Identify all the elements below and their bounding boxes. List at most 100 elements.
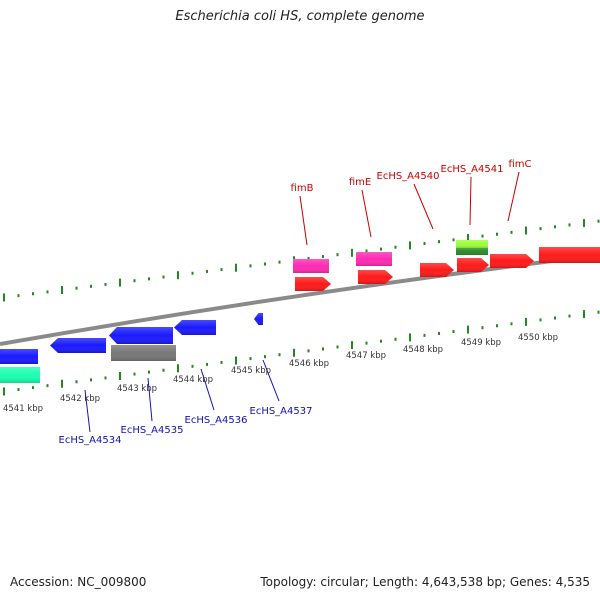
inner-tick — [249, 357, 252, 361]
inner-tick — [336, 345, 339, 349]
inner-tick — [307, 349, 310, 353]
inner-tick — [554, 316, 556, 320]
inner-tick — [452, 330, 455, 334]
kbp-label: 4550 kbp — [518, 333, 558, 343]
outer-tick — [177, 271, 179, 280]
reverse-gene[interactable] — [0, 349, 38, 364]
outer-tick — [249, 264, 252, 268]
inner-tick — [104, 376, 107, 380]
inner-tick — [583, 310, 585, 319]
feature-label-top: fimC — [508, 159, 531, 170]
feature-label-top: EcHS_A4540 — [377, 171, 440, 182]
outer-tick — [278, 260, 281, 264]
inner-tick — [90, 378, 92, 382]
outer-tick — [438, 240, 440, 244]
outer-tick — [90, 284, 92, 288]
feature-label-bottom: EcHS_A4535 — [121, 425, 184, 436]
inner-tick — [510, 322, 513, 326]
feature-label-top: fimB — [291, 183, 314, 194]
outer-tick — [539, 227, 542, 231]
inner-tick — [322, 347, 324, 351]
inner-tick — [235, 356, 237, 365]
fimC-gene[interactable] — [490, 254, 534, 268]
fimD-gene[interactable] — [539, 247, 600, 263]
inner-tick — [264, 355, 266, 359]
inner-tick — [206, 362, 208, 366]
kbp-label: 4547 kbp — [346, 351, 386, 361]
outer-tick — [554, 225, 556, 229]
kbp-label: 4543 kbp — [117, 384, 157, 394]
EcHS_A4535-gene[interactable] — [109, 327, 173, 344]
outer-tick — [119, 278, 121, 287]
outer-tick — [235, 263, 237, 272]
outer-tick — [61, 286, 63, 295]
teal-gene[interactable] — [0, 367, 40, 383]
inner-tick — [46, 384, 49, 388]
outer-tick — [17, 294, 20, 298]
outer-tick — [568, 223, 571, 227]
outer-tick — [133, 279, 136, 283]
kbp-label: 4546 kbp — [289, 359, 329, 369]
outer-tick — [394, 245, 397, 249]
fimB-gene[interactable] — [293, 259, 329, 273]
feature-label-bottom: EcHS_A4536 — [185, 415, 248, 426]
inner-tick — [278, 353, 281, 357]
gray-gene[interactable] — [111, 345, 176, 361]
outer-tick — [597, 219, 600, 223]
outer-tick — [351, 248, 353, 257]
feature-label-bottom: EcHS_A4537 — [250, 406, 313, 417]
inner-tick — [177, 364, 179, 373]
outer-tick — [452, 238, 455, 242]
inner-tick — [438, 331, 440, 335]
outer-tick — [510, 230, 513, 234]
accession-text: Accession: NC_009800 — [10, 575, 147, 589]
forward-gene[interactable] — [457, 258, 489, 272]
outer-tick — [380, 247, 382, 251]
inner-tick — [191, 364, 194, 368]
EcHS_A4541-gene-b[interactable] — [456, 248, 488, 255]
outer-tick — [162, 275, 165, 279]
outer-tick — [423, 242, 426, 246]
EcHS_A4536-gene[interactable] — [174, 320, 216, 335]
forward-gene[interactable] — [358, 270, 393, 284]
genome-summary: Topology: circular; Length: 4,643,538 bp… — [260, 575, 590, 589]
inner-tick — [220, 360, 223, 364]
EcHS_A4541-gene[interactable] — [456, 240, 488, 248]
feature-label-top: EcHS_A4541 — [441, 164, 504, 175]
inner-tick — [162, 368, 165, 372]
inner-tick — [17, 388, 20, 392]
fimE-gene[interactable] — [356, 252, 392, 266]
outer-tick — [409, 241, 411, 250]
outer-tick — [32, 292, 34, 296]
kbp-label: 4544 kbp — [173, 375, 213, 385]
inner-tick — [481, 326, 484, 330]
inner-tick — [293, 348, 295, 357]
outer-tick — [365, 249, 368, 253]
EcHS_A4537-gene[interactable] — [254, 313, 263, 325]
outer-tick — [264, 262, 266, 266]
outer-tick — [220, 268, 223, 272]
outer-tick — [583, 219, 585, 228]
inner-tick — [119, 372, 121, 380]
outer-tick — [336, 253, 339, 257]
inner-tick — [568, 314, 571, 318]
feature-label-top: fimE — [349, 177, 371, 188]
outer-tick — [206, 269, 208, 273]
inner-tick — [409, 333, 411, 342]
outer-tick — [496, 232, 498, 236]
inner-tick — [133, 372, 136, 376]
outer-tick — [467, 233, 469, 242]
outer-tick — [322, 255, 324, 259]
EcHS_A4534-gene[interactable] — [50, 338, 106, 353]
kbp-label: 4545 kbp — [231, 366, 271, 376]
kbp-tick-labels: 4541 kbp 4542 kbp 4543 kbp 4544 kbp 4545 kbp… — [3, 333, 558, 414]
inner-tick — [525, 317, 527, 326]
inner-tick — [351, 341, 353, 350]
inner-tick — [75, 380, 78, 384]
forward-gene[interactable] — [295, 277, 331, 291]
outer-tick — [191, 271, 194, 275]
kbp-label: 4541 kbp — [3, 404, 43, 414]
inner-tick — [394, 337, 397, 341]
EcHS_A4540-gene[interactable] — [420, 263, 454, 277]
